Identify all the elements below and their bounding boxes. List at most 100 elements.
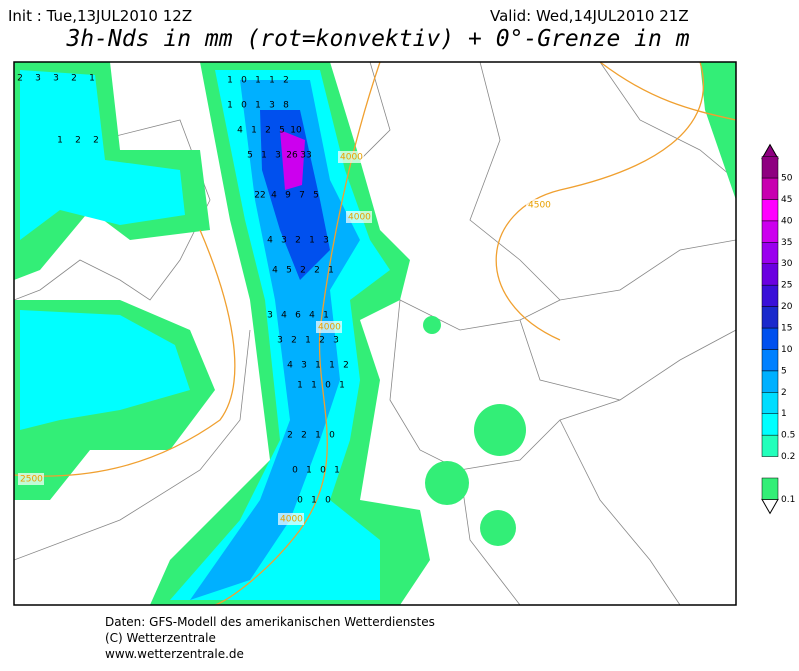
precip-value: 4 [281,311,287,321]
colorbar-label: 15 [781,324,792,334]
precip-value: 4 [267,236,273,246]
colorbar-label: 0.5 [781,431,795,441]
colorbar-swatch [761,434,779,457]
contour-label: 4000 [318,323,341,333]
precip-value: 3 [267,311,273,321]
freezing-level-contours [14,62,736,605]
valid-time: Valid: Wed,14JUL2010 21Z [490,7,689,25]
precip-value: 0 [292,466,298,476]
precip-value: 3 [277,336,283,346]
colorbar-swatch [761,370,779,393]
colorbar-swatch [761,156,779,179]
colorbar-label: 2 [781,388,787,398]
precip-value: 6 [295,311,301,321]
precip-value: 7 [299,191,305,201]
colorbar-label: 35 [781,238,792,248]
precip-value: 1 [255,76,261,86]
colorbar-label: 25 [781,281,792,291]
precipitation [14,62,736,605]
precip-value: 2 [319,336,325,346]
precip-value: 22 [254,191,265,201]
precip-value: 2 [300,266,306,276]
contour-label: 4500 [528,201,551,211]
precip-value: 1 [306,466,312,476]
precip-value: 3 [35,74,41,84]
precip-value: 0 [329,431,335,441]
colorbar-swatch [761,392,779,414]
precip-value: 1 [297,381,303,391]
precip-value: 3 [269,101,275,111]
precip-value: 1 [315,361,321,371]
colorbar-label: 45 [781,195,792,205]
precip-value: 2 [93,136,99,146]
contour-label-bg [18,473,44,485]
precip-value: 5 [286,266,292,276]
precip-value: 2 [265,126,271,136]
precip-value: 2 [283,76,289,86]
precip-value: 3 [333,336,339,346]
precip-value: 8 [283,101,289,111]
precip-value: 2 [295,236,301,246]
title: 3h-Nds in mm (rot=konvektiv) + 0°-Grenze… [65,26,689,52]
precip-value: 1 [227,76,233,86]
colorbar-cap-bottom [761,498,779,515]
colorbar-swatch [761,306,779,329]
precip-value: 4 [272,266,278,276]
footer-line: www.wetterzentrale.de [105,647,244,661]
colorbar-label: 0.2 [781,452,795,462]
contour-label-bg [526,199,552,211]
precip-value: 5 [313,191,319,201]
precip-value: 0 [241,76,247,86]
precip-value: 1 [269,76,275,86]
colorbar-label: 30 [781,259,793,269]
precip-value: 4 [309,311,315,321]
colorbar-label: 40 [781,216,793,226]
colorbar-label: 20 [781,302,793,312]
init-time: Init : Tue,13JUL2010 12Z [8,7,192,25]
colorbar-swatch [761,220,779,243]
precip-value: 1 [57,136,63,146]
precip-value: 1 [339,381,345,391]
precip-value: 0 [325,381,331,391]
contour-label: 4000 [340,153,363,163]
precip-value: 3 [323,236,329,246]
precip-value: 0 [241,101,247,111]
precip-value: 5 [279,126,285,136]
contour-label: 4000 [280,515,303,525]
precip-value: 2 [71,74,77,84]
footer-line: (C) Wetterzentrale [105,631,216,645]
contour-label: 2500 [20,475,43,485]
precip-value: 3 [281,236,287,246]
precip-value: 0 [325,496,331,506]
precip-value: 2 [291,336,297,346]
precip-value: 3 [275,151,281,161]
colorbar-swatch [761,284,779,307]
precip-value: 2 [287,431,293,441]
precip-value: 2 [75,136,81,146]
precip-value: 1 [261,151,267,161]
precip-value: 2 [301,431,307,441]
precip-value: 1 [251,126,257,136]
precip-value: 2 [314,266,320,276]
precip-value: 1 [334,466,340,476]
precip-value: 4 [271,191,277,201]
colorbar-label: 1 [781,409,787,419]
precip-value: 1 [328,266,334,276]
precip-value: 1 [329,361,335,371]
precip-value: 9 [285,191,291,201]
precip-value: 1 [305,336,311,346]
precip-value: 26 [286,151,298,161]
contour-label-bg [278,513,304,525]
precip-value: 4 [287,361,293,371]
colorbar-swatch [761,263,779,286]
precip-value: 1 [315,431,321,441]
colorbar-swatch [761,177,779,200]
precip-value: 0 [320,466,326,476]
precip-value: 10 [290,126,302,136]
colorbar-swatch [761,349,779,372]
contour-label-bg [338,151,364,163]
precip-value: 1 [227,101,233,111]
precip-value: 4 [237,126,243,136]
precip-value: 33 [300,151,311,161]
